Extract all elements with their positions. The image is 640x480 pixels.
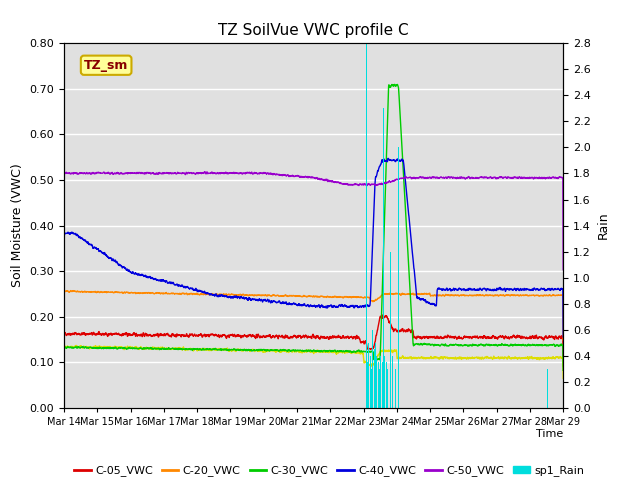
Bar [369, 356, 371, 408]
Text: TZ_sm: TZ_sm [84, 59, 129, 72]
Bar [372, 330, 373, 408]
Bar [383, 108, 384, 408]
Bar [367, 362, 368, 408]
Y-axis label: Rain: Rain [596, 212, 609, 240]
Y-axis label: Soil Moisture (VWC): Soil Moisture (VWC) [11, 164, 24, 288]
Bar [387, 369, 388, 408]
Bar [374, 349, 375, 408]
Bar [397, 147, 399, 408]
Bar [378, 362, 379, 408]
Bar [385, 362, 387, 408]
Legend: C-05_VWC, C-10_VWC, C-20_VWC, C-30_VWC, C-40_VWC, C-50_VWC, sp1_Rain: C-05_VWC, C-10_VWC, C-20_VWC, C-30_VWC, … [70, 461, 589, 480]
Bar [390, 252, 391, 408]
Bar [547, 369, 548, 408]
Bar [375, 343, 376, 408]
Bar [380, 356, 381, 408]
Text: Time: Time [536, 429, 563, 439]
Bar [379, 369, 380, 408]
Bar [368, 343, 369, 408]
Bar [365, 43, 367, 408]
Title: TZ SoilVue VWC profile C: TZ SoilVue VWC profile C [218, 23, 409, 38]
Bar [384, 356, 385, 408]
Bar [381, 362, 383, 408]
Bar [376, 356, 378, 408]
Bar [371, 369, 372, 408]
Bar [395, 369, 396, 408]
Bar [392, 356, 394, 408]
